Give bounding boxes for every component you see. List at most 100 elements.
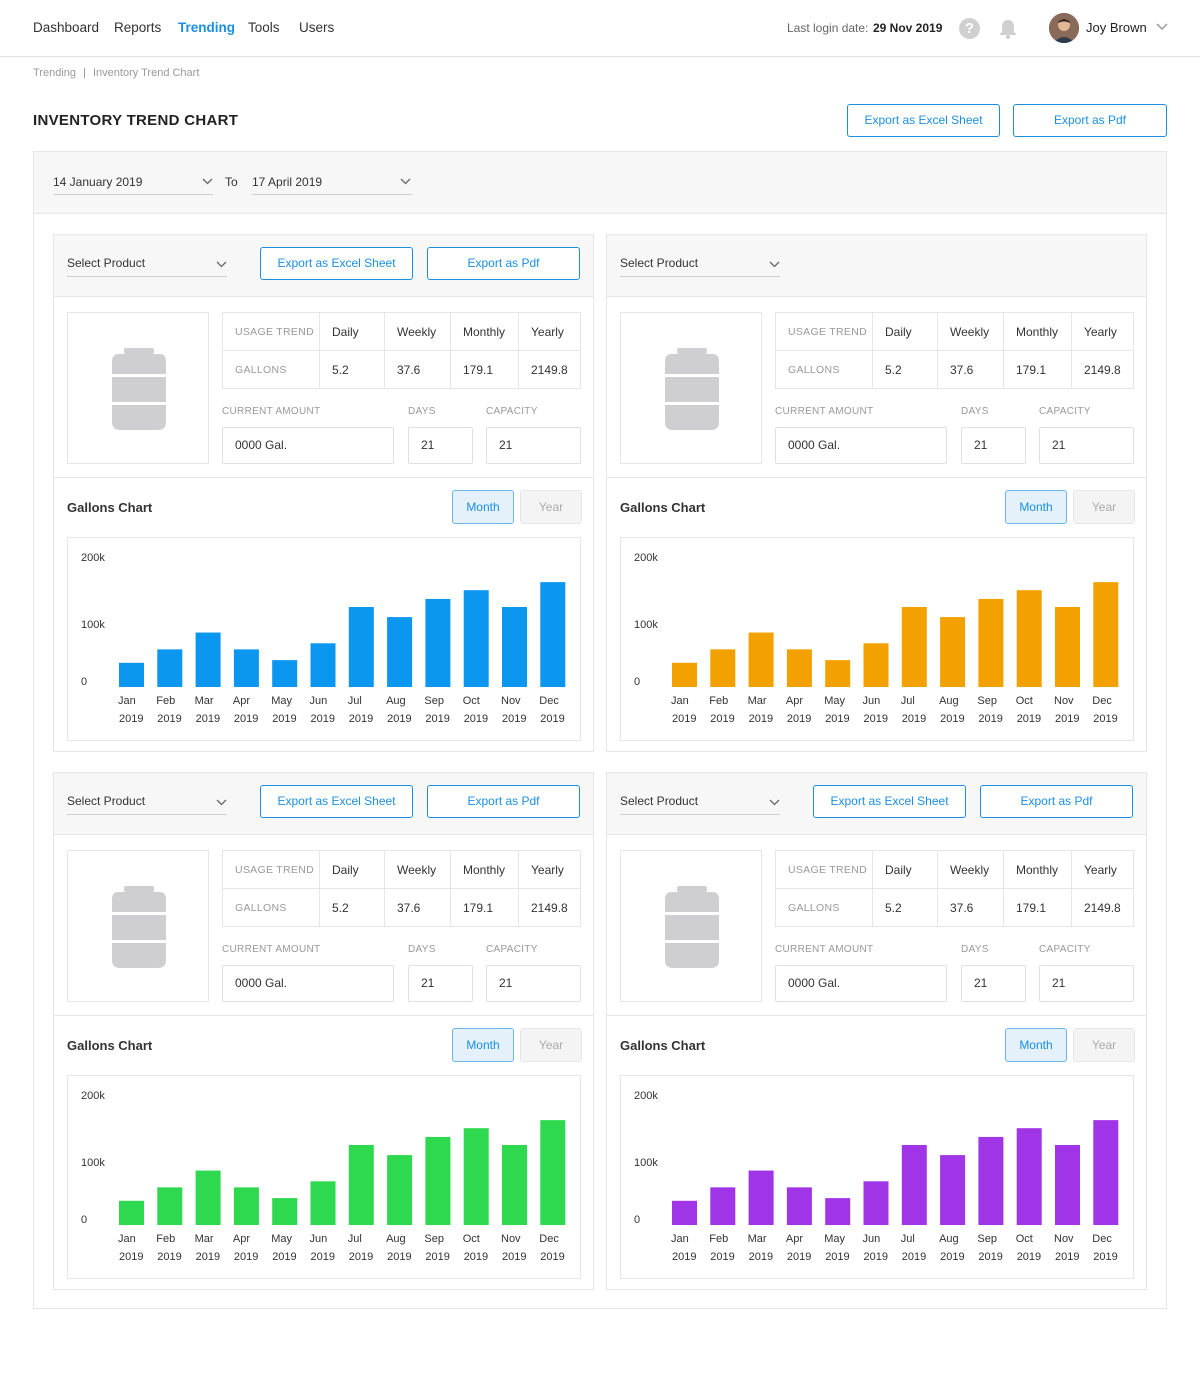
year-toggle-button[interactable]: Year — [1073, 490, 1135, 524]
bar-oct[interactable] — [1016, 1128, 1042, 1225]
bar-sep[interactable] — [425, 598, 451, 687]
panel-export-pdf-button[interactable]: Export as Pdf — [427, 785, 580, 818]
bar-dec[interactable] — [540, 1120, 566, 1225]
bar-mar[interactable] — [748, 632, 774, 687]
export-pdf-button[interactable]: Export as Pdf — [1013, 104, 1167, 137]
panel-export-excel-button[interactable]: Export as Excel Sheet — [260, 785, 413, 818]
days-field[interactable]: 21 — [408, 427, 473, 464]
avatar[interactable] — [1049, 13, 1079, 43]
current-amount-field[interactable]: 0000 Gal. — [775, 965, 947, 1002]
bar-oct[interactable] — [463, 1128, 489, 1225]
year-toggle-button[interactable]: Year — [1073, 1028, 1135, 1062]
capacity-field[interactable]: 21 — [486, 427, 581, 464]
bar-sep[interactable] — [978, 1136, 1004, 1225]
bar-may[interactable] — [272, 1198, 298, 1225]
capacity-field[interactable]: 21 — [486, 965, 581, 1002]
select-product-dropdown[interactable]: Select Product — [67, 793, 227, 815]
tank-icon — [112, 348, 166, 430]
bar-oct[interactable] — [1016, 590, 1042, 687]
bar-feb[interactable] — [157, 649, 183, 687]
user-name[interactable]: Joy Brown — [1086, 20, 1147, 35]
bar-aug[interactable] — [940, 617, 966, 687]
bar-jun[interactable] — [863, 1181, 889, 1225]
bar-nov[interactable] — [502, 607, 527, 687]
nav-trending[interactable]: Trending — [178, 20, 235, 35]
bar-feb[interactable] — [710, 649, 736, 687]
select-product-dropdown[interactable]: Select Product — [620, 255, 780, 277]
bar-dec[interactable] — [1093, 1120, 1119, 1225]
days-field[interactable]: 21 — [961, 427, 1026, 464]
bar-apr[interactable] — [786, 1187, 812, 1225]
panel-export-excel-button[interactable]: Export as Excel Sheet — [260, 247, 413, 280]
bar-may[interactable] — [825, 1198, 851, 1225]
x-tick-month: Mar — [195, 1233, 214, 1245]
bar-jan[interactable] — [119, 662, 144, 687]
bar-jan[interactable] — [119, 1200, 144, 1225]
bar-jul[interactable] — [901, 1145, 927, 1225]
year-toggle-button[interactable]: Year — [520, 490, 582, 524]
nav-tools[interactable]: Tools — [248, 20, 280, 35]
month-toggle-button[interactable]: Month — [452, 1028, 514, 1062]
bar-apr[interactable] — [786, 649, 812, 687]
bar-may[interactable] — [272, 660, 298, 687]
export-excel-button[interactable]: Export as Excel Sheet — [847, 104, 1000, 137]
days-field[interactable]: 21 — [408, 965, 473, 1002]
bar-apr[interactable] — [233, 1187, 259, 1225]
bar-feb[interactable] — [157, 1187, 183, 1225]
bar-mar[interactable] — [748, 1170, 774, 1225]
bar-sep[interactable] — [425, 1136, 451, 1225]
bar-jun[interactable] — [310, 1181, 336, 1225]
date-to-select[interactable]: 17 April 2019 — [252, 173, 412, 195]
bar-mar[interactable] — [195, 632, 221, 687]
capacity-field[interactable]: 21 — [1039, 965, 1134, 1002]
month-toggle-button[interactable]: Month — [1005, 1028, 1067, 1062]
select-product-dropdown[interactable]: Select Product — [67, 255, 227, 277]
nav-reports[interactable]: Reports — [114, 20, 162, 35]
bar-nov[interactable] — [1055, 1145, 1080, 1225]
bell-icon[interactable] — [997, 18, 1019, 40]
panel-export-pdf-button[interactable]: Export as Pdf — [980, 785, 1133, 818]
bar-jun[interactable] — [310, 643, 336, 687]
bar-dec[interactable] — [1093, 582, 1119, 687]
bar-aug[interactable] — [387, 617, 413, 687]
gallons-chart: 0 100k 200k Jan 2019 Feb 2019 Mar 2019 Apr 2019 May… — [620, 1075, 1134, 1279]
bar-jun[interactable] — [863, 643, 889, 687]
current-amount-field[interactable]: 0000 Gal. — [222, 427, 394, 464]
bar-jul[interactable] — [901, 607, 927, 687]
bar-feb[interactable] — [710, 1187, 736, 1225]
days-field[interactable]: 21 — [961, 965, 1026, 1002]
bar-dec[interactable] — [540, 582, 566, 687]
current-amount-field[interactable]: 0000 Gal. — [775, 427, 947, 464]
bar-jan[interactable] — [672, 662, 697, 687]
breadcrumb-item-trending[interactable]: Trending — [33, 67, 77, 79]
date-from-select[interactable]: 14 January 2019 — [53, 173, 213, 195]
current-amount-field[interactable]: 0000 Gal. — [222, 965, 394, 1002]
bar-nov[interactable] — [1055, 607, 1080, 687]
month-toggle-button[interactable]: Month — [1005, 490, 1067, 524]
panel-export-pdf-button[interactable]: Export as Pdf — [427, 247, 580, 280]
bar-aug[interactable] — [940, 1155, 966, 1225]
x-tick-month: Oct — [463, 695, 480, 707]
chevron-down-icon[interactable] — [1156, 22, 1168, 32]
bar-apr[interactable] — [233, 649, 259, 687]
year-toggle-button[interactable]: Year — [520, 1028, 582, 1062]
nav-dashboard[interactable]: Dashboard — [33, 20, 100, 35]
gallons-chart-svg: 0 100k 200k Jan 2019 Feb 2019 Mar 2019 Apr 2019 May… — [81, 552, 566, 725]
bar-nov[interactable] — [502, 1145, 527, 1225]
capacity-field[interactable]: 21 — [1039, 427, 1134, 464]
month-toggle-button[interactable]: Month — [452, 490, 514, 524]
bar-sep[interactable] — [978, 598, 1004, 687]
bar-aug[interactable] — [387, 1155, 413, 1225]
bar-may[interactable] — [825, 660, 851, 687]
bar-oct[interactable] — [463, 590, 489, 687]
main-container: 14 January 2019 To 17 April 2019 — [33, 151, 1167, 1309]
bar-jul[interactable] — [348, 1145, 374, 1225]
bar-jan[interactable] — [672, 1200, 697, 1225]
bar-mar[interactable] — [195, 1170, 221, 1225]
select-product-dropdown[interactable]: Select Product — [620, 793, 780, 815]
panel-export-excel-button[interactable]: Export as Excel Sheet — [813, 785, 966, 818]
bar-jul[interactable] — [348, 607, 374, 687]
help-icon[interactable]: ? — [959, 18, 980, 39]
y-tick-label: 0 — [634, 1214, 640, 1226]
nav-users[interactable]: Users — [299, 20, 335, 35]
